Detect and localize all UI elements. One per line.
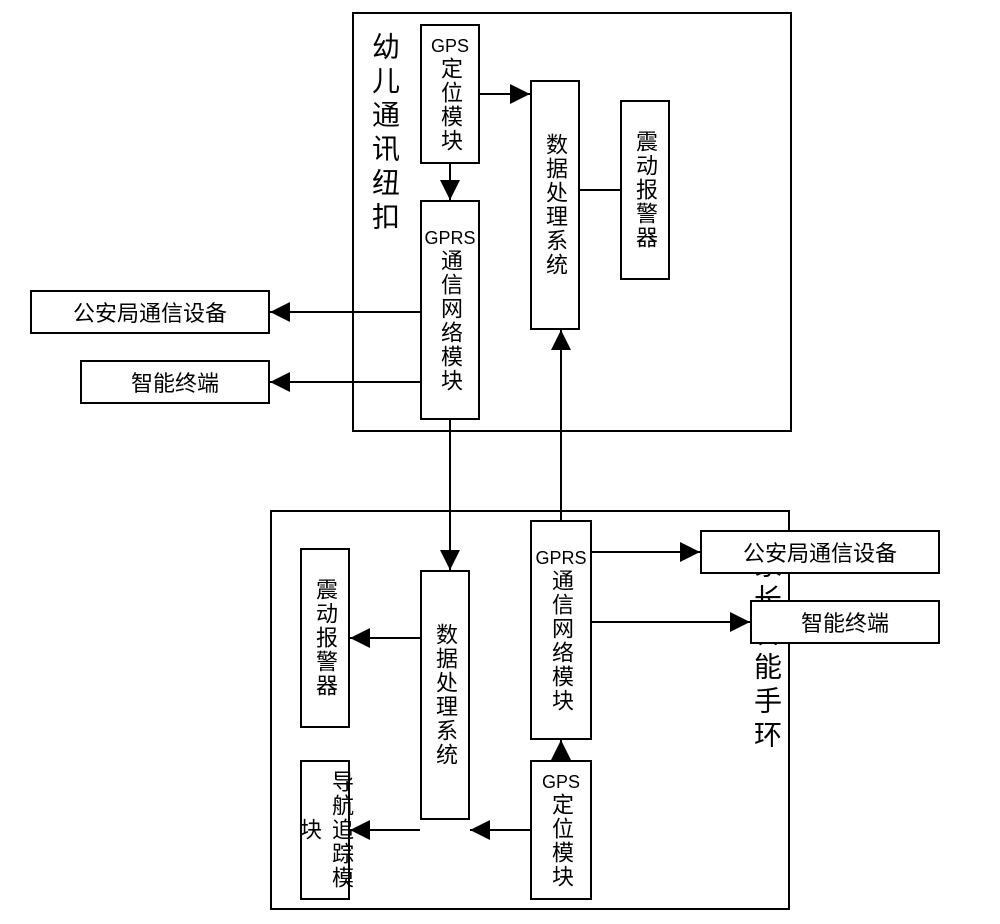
box-parent_gps-latin: GPS	[542, 772, 580, 793]
box-parent_gprs-cjk: 通信网络模块	[545, 569, 577, 713]
box-parent_data: 数据处理系统	[420, 570, 470, 820]
box-child_gps: GPS定位模块	[420, 24, 480, 164]
box-parent_gprs: GPRS通信网络模块	[530, 520, 592, 740]
box-parent_gps: GPS定位模块	[530, 760, 592, 900]
box-child_gps-cjk: 定位模块	[434, 57, 466, 153]
box-parent_alarm-text: 震动报警器	[309, 578, 341, 698]
parent-section-label: 家长智能手环	[746, 550, 786, 754]
box-parent_nav: 导航追踪模块	[300, 760, 350, 900]
box-parent_nav-text: 导航追踪模块	[293, 766, 357, 894]
box-parent_gprs-latin: GPRS	[536, 548, 587, 569]
box-police_bot: 公安局通信设备	[700, 530, 940, 574]
box-police_top: 公安局通信设备	[30, 290, 270, 334]
box-child_data: 数据处理系统	[530, 80, 580, 330]
box-child_alarm: 震动报警器	[620, 100, 670, 280]
box-child_alarm-text: 震动报警器	[629, 130, 661, 250]
box-parent_gps-cjk: 定位模块	[545, 793, 577, 889]
child-section-label: 幼儿通讯纽扣	[364, 32, 404, 236]
box-term_top: 智能终端	[80, 360, 270, 404]
box-child_gprs-latin: GPRS	[425, 228, 476, 249]
box-parent_alarm: 震动报警器	[300, 548, 350, 728]
box-child_data-text: 数据处理系统	[539, 133, 571, 277]
box-term_bot: 智能终端	[750, 600, 940, 644]
box-parent_data-text: 数据处理系统	[429, 623, 461, 767]
box-child_gps-latin: GPS	[431, 36, 469, 57]
box-child_gprs-cjk: 通信网络模块	[434, 249, 466, 393]
diagram-canvas: 幼儿通讯纽扣家长智能手环GPS定位模块数据处理系统震动报警器GPRS通信网络模块…	[0, 0, 1000, 924]
box-child_gprs: GPRS通信网络模块	[420, 200, 480, 420]
